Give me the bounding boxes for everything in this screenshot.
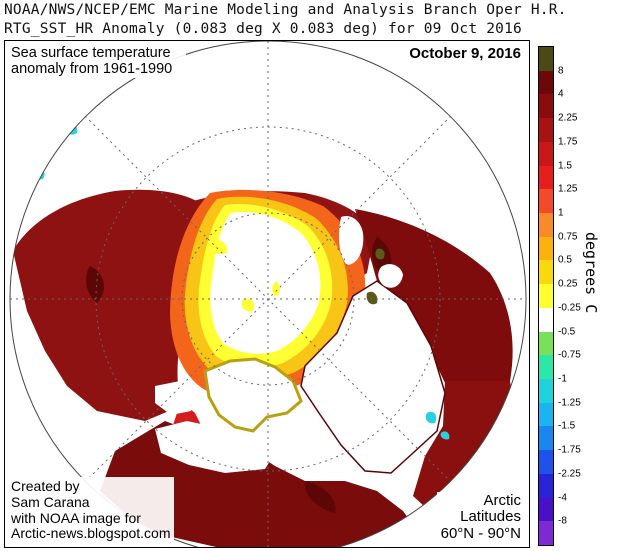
colorbar-tick-label: -1.25 bbox=[558, 397, 581, 409]
colorbar-segment bbox=[539, 165, 553, 190]
greenland-landmass bbox=[300, 280, 446, 474]
warm-sea-northeast bbox=[355, 209, 513, 393]
colorbar-tick-label: 4 bbox=[558, 88, 564, 100]
olive-patches bbox=[366, 248, 385, 305]
colorbar-segment bbox=[539, 260, 553, 285]
colorbar-tick-label: -0.5 bbox=[558, 326, 576, 338]
colorbar-tick-label: -1.75 bbox=[558, 444, 581, 456]
colorbar-segment bbox=[539, 426, 553, 451]
colorbar-tick-label: -1 bbox=[558, 373, 567, 385]
colorbar-tick-label: -8 bbox=[558, 515, 567, 527]
colorbar-segment bbox=[539, 118, 553, 143]
colorbar-tick-label: 0.75 bbox=[558, 231, 578, 243]
polar-projection-disk bbox=[10, 41, 526, 547]
colorbar-segment bbox=[539, 331, 553, 356]
colorbar-tick-label: -0.75 bbox=[558, 349, 581, 361]
colorbar-segment bbox=[539, 379, 553, 404]
colorbar-segment bbox=[539, 70, 553, 95]
colorbar-segment bbox=[539, 213, 553, 238]
graticule bbox=[10, 41, 526, 547]
colorbar-tick-label: -1.5 bbox=[558, 420, 576, 432]
colorbar-segment bbox=[539, 141, 553, 167]
canadian-archipelago bbox=[203, 357, 303, 433]
credit-annotation: Created by Sam Carana with NOAA image fo… bbox=[8, 477, 174, 544]
warm-sea-west bbox=[13, 189, 209, 421]
colorbar-tick-label: 1 bbox=[558, 207, 564, 219]
colorbar-tick-label: -2.25 bbox=[558, 468, 581, 480]
header-line-2: RTG_SST_HR Anomaly (0.083 deg X 0.083 de… bbox=[4, 21, 522, 37]
region-annotation: Arctic Latitudes 60°N - 90°N bbox=[436, 491, 525, 544]
land-north bbox=[10, 41, 526, 253]
map-panel: Sea surface temperature anomaly from 196… bbox=[4, 40, 530, 548]
novaya-zemlya bbox=[339, 215, 364, 265]
credit-line: Sam Carana bbox=[11, 493, 90, 510]
region-line: Arctic bbox=[483, 491, 522, 509]
credit-line: Created by bbox=[11, 478, 80, 495]
warm-sea-southeast bbox=[413, 381, 517, 516]
colorbar-tick-label: 2.25 bbox=[558, 112, 578, 124]
colorbar-segment bbox=[539, 355, 553, 380]
colorbar-tick-label: 1.75 bbox=[558, 136, 578, 148]
region-line: Latitudes bbox=[460, 508, 521, 526]
colorbar-unit-label: degrees C bbox=[582, 232, 600, 314]
map-title-annotation: Sea surface temperature anomaly from 196… bbox=[8, 44, 186, 79]
colorbar-tick-label: 0.25 bbox=[558, 278, 578, 290]
colorbar-tick-label: -4 bbox=[558, 492, 567, 504]
colorbar-segment bbox=[539, 450, 553, 475]
credit-line: with NOAA image for bbox=[11, 509, 141, 526]
colorbar-segment bbox=[539, 497, 553, 522]
colorbar-segment bbox=[539, 521, 553, 546]
credit-line: Arctic-news.blogspot.com bbox=[11, 525, 171, 542]
colorbar-segment bbox=[539, 236, 553, 261]
header-line-1: NOAA/NWS/NCEP/EMC Marine Modeling and An… bbox=[4, 2, 567, 18]
colorbar-segment bbox=[539, 47, 553, 72]
disk-outline bbox=[9, 41, 527, 547]
map-date-label: October 9, 2016 bbox=[405, 45, 525, 64]
colorbar-segment bbox=[539, 284, 553, 309]
colorbar-segment bbox=[539, 473, 553, 499]
colorbar bbox=[538, 46, 554, 546]
archipelago-islands bbox=[155, 381, 275, 473]
colorbar-tick-label: -0.25 bbox=[558, 302, 581, 314]
colorbar-segment bbox=[539, 189, 553, 214]
colorbar-tick-label: 8 bbox=[558, 65, 564, 77]
colorbar-segment bbox=[539, 402, 553, 427]
colorbar-segment bbox=[539, 94, 553, 119]
colorbar-tick-label: 0.5 bbox=[558, 254, 572, 266]
yellow-warm-spots bbox=[209, 239, 280, 312]
colorbar-tick-label: 1.25 bbox=[558, 183, 578, 195]
svalbard bbox=[378, 264, 403, 288]
colorbar-segment bbox=[539, 307, 553, 333]
colorbar-tick-label: 1.5 bbox=[558, 160, 572, 172]
arctic-sst-anomaly-map bbox=[9, 41, 527, 547]
region-line: 60°N - 90°N bbox=[440, 525, 521, 543]
sea-ice-zone bbox=[210, 211, 321, 354]
